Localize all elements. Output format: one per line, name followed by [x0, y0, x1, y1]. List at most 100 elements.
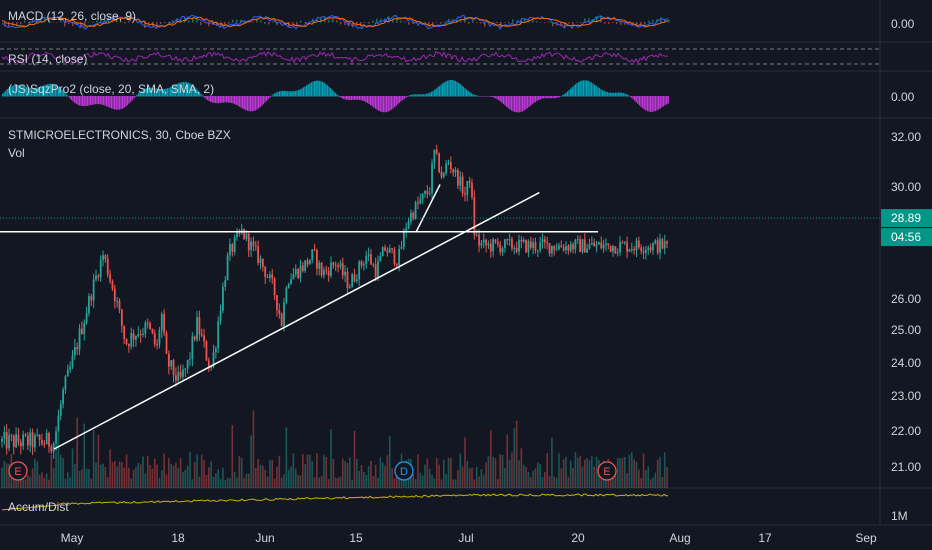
squeeze-bar: [310, 82, 313, 97]
volume-bar: [659, 457, 661, 488]
volume-bar: [45, 473, 48, 488]
squeeze-bar: [218, 96, 220, 104]
squeeze-bar: [557, 96, 559, 98]
candle-body: [261, 258, 264, 267]
candle-body: [405, 228, 408, 232]
squeeze-bar: [83, 96, 85, 107]
macd-histogram-bar: [156, 22, 158, 27]
squeeze-bar: [632, 96, 634, 100]
candle-body: [440, 172, 443, 177]
accum-label[interactable]: Accum/Dist: [8, 500, 69, 514]
volume-bar: [445, 473, 447, 488]
volume-bar: [346, 462, 349, 488]
squeeze-bar: [94, 96, 97, 105]
macd-histogram-bar: [652, 19, 654, 23]
squeeze-bar: [547, 96, 549, 99]
volume-bar: [515, 420, 518, 488]
volume-bar: [135, 466, 137, 488]
event-marker: [597, 461, 617, 481]
squeeze-bar: [240, 96, 242, 108]
squeeze-bar: [282, 90, 284, 97]
volume-bar: [633, 459, 635, 488]
macd-histogram-bar: [40, 19, 42, 23]
volume-bar: [172, 465, 175, 488]
squeeze-bar: [21, 85, 23, 97]
volume-label[interactable]: Vol: [8, 146, 25, 160]
squeeze-bar: [562, 95, 564, 97]
squeeze-bar: [122, 96, 124, 109]
candle-body: [435, 149, 438, 154]
squeeze-label[interactable]: (JS)SqzPro2 (close, 20, SMA, SMA, 2): [8, 82, 215, 96]
squeeze-bar: [426, 93, 428, 97]
squeeze-bar: [382, 96, 385, 113]
squeeze-bar: [614, 92, 617, 97]
candle-body: [447, 162, 450, 164]
squeeze-bar: [214, 96, 217, 104]
volume-bar: [635, 461, 638, 488]
squeeze-bar: [328, 86, 330, 97]
candle-body: [5, 431, 8, 449]
squeeze-bar: [190, 84, 193, 97]
squeeze-bar: [541, 96, 543, 99]
volume-bar: [645, 469, 647, 488]
volume-bar: [114, 461, 116, 488]
squeeze-bar: [584, 80, 586, 97]
candle-body: [203, 335, 205, 342]
candle-body: [238, 232, 241, 234]
squeeze-bar: [398, 96, 401, 103]
macd-label[interactable]: MACD (12, 26, close, 9): [8, 9, 137, 23]
candle-body: [355, 279, 358, 282]
squeeze-bar: [600, 89, 602, 97]
macd-histogram-bar: [484, 22, 486, 27]
macd-histogram-bar: [100, 17, 102, 23]
volume-bar: [128, 467, 130, 488]
volume-bar: [440, 479, 443, 488]
squeeze-bar: [5, 90, 7, 97]
time-axis-label: 18: [171, 531, 185, 545]
volume-bar: [591, 456, 593, 488]
candle-body: [381, 247, 384, 257]
candle-body: [391, 248, 393, 250]
volume-bar: [182, 471, 184, 488]
candle-body: [609, 245, 612, 252]
volume-bar: [330, 429, 332, 488]
squeeze-bar: [642, 96, 644, 109]
candle-body: [593, 242, 596, 247]
squeeze-bar: [110, 96, 113, 109]
volume-bar: [518, 460, 520, 488]
macd-histogram-bar: [560, 22, 562, 27]
squeeze-bar: [448, 80, 450, 97]
candle-body: [468, 181, 471, 183]
candle-body: [330, 262, 332, 276]
candle-body: [116, 300, 119, 302]
volume-bar: [309, 454, 311, 488]
macd-histogram-bar: [340, 22, 342, 25]
candle-body: [128, 344, 130, 347]
rsi-label[interactable]: RSI (14, close): [8, 52, 88, 66]
squeeze-bar: [635, 96, 637, 103]
volume-bar: [17, 476, 20, 488]
macd-histogram-bar: [360, 22, 362, 27]
candle-body: [633, 248, 636, 251]
candle-body: [642, 251, 645, 253]
macd-histogram-bar: [236, 19, 238, 23]
macd-histogram-bar: [300, 20, 302, 23]
candle-body: [344, 271, 346, 276]
macd-histogram-bar: [616, 22, 618, 24]
squeeze-bar: [411, 94, 413, 97]
squeeze-bar: [166, 88, 169, 97]
squeeze-bar: [117, 96, 119, 110]
squeeze-bar: [155, 88, 157, 97]
volume-bar: [217, 469, 219, 488]
macd-histogram-bar: [352, 22, 354, 28]
macd-line: [1, 14, 669, 30]
macd-histogram-bar: [268, 22, 270, 25]
squeeze-bar: [658, 96, 660, 110]
volume-bar: [513, 428, 516, 488]
squeeze-bar: [325, 83, 327, 97]
volume-bar: [229, 478, 231, 488]
squeeze-bar: [453, 80, 455, 97]
candle-body: [501, 247, 504, 253]
symbol-label[interactable]: STMICROELECTRONICS, 30, Cboe BZX: [8, 128, 231, 142]
